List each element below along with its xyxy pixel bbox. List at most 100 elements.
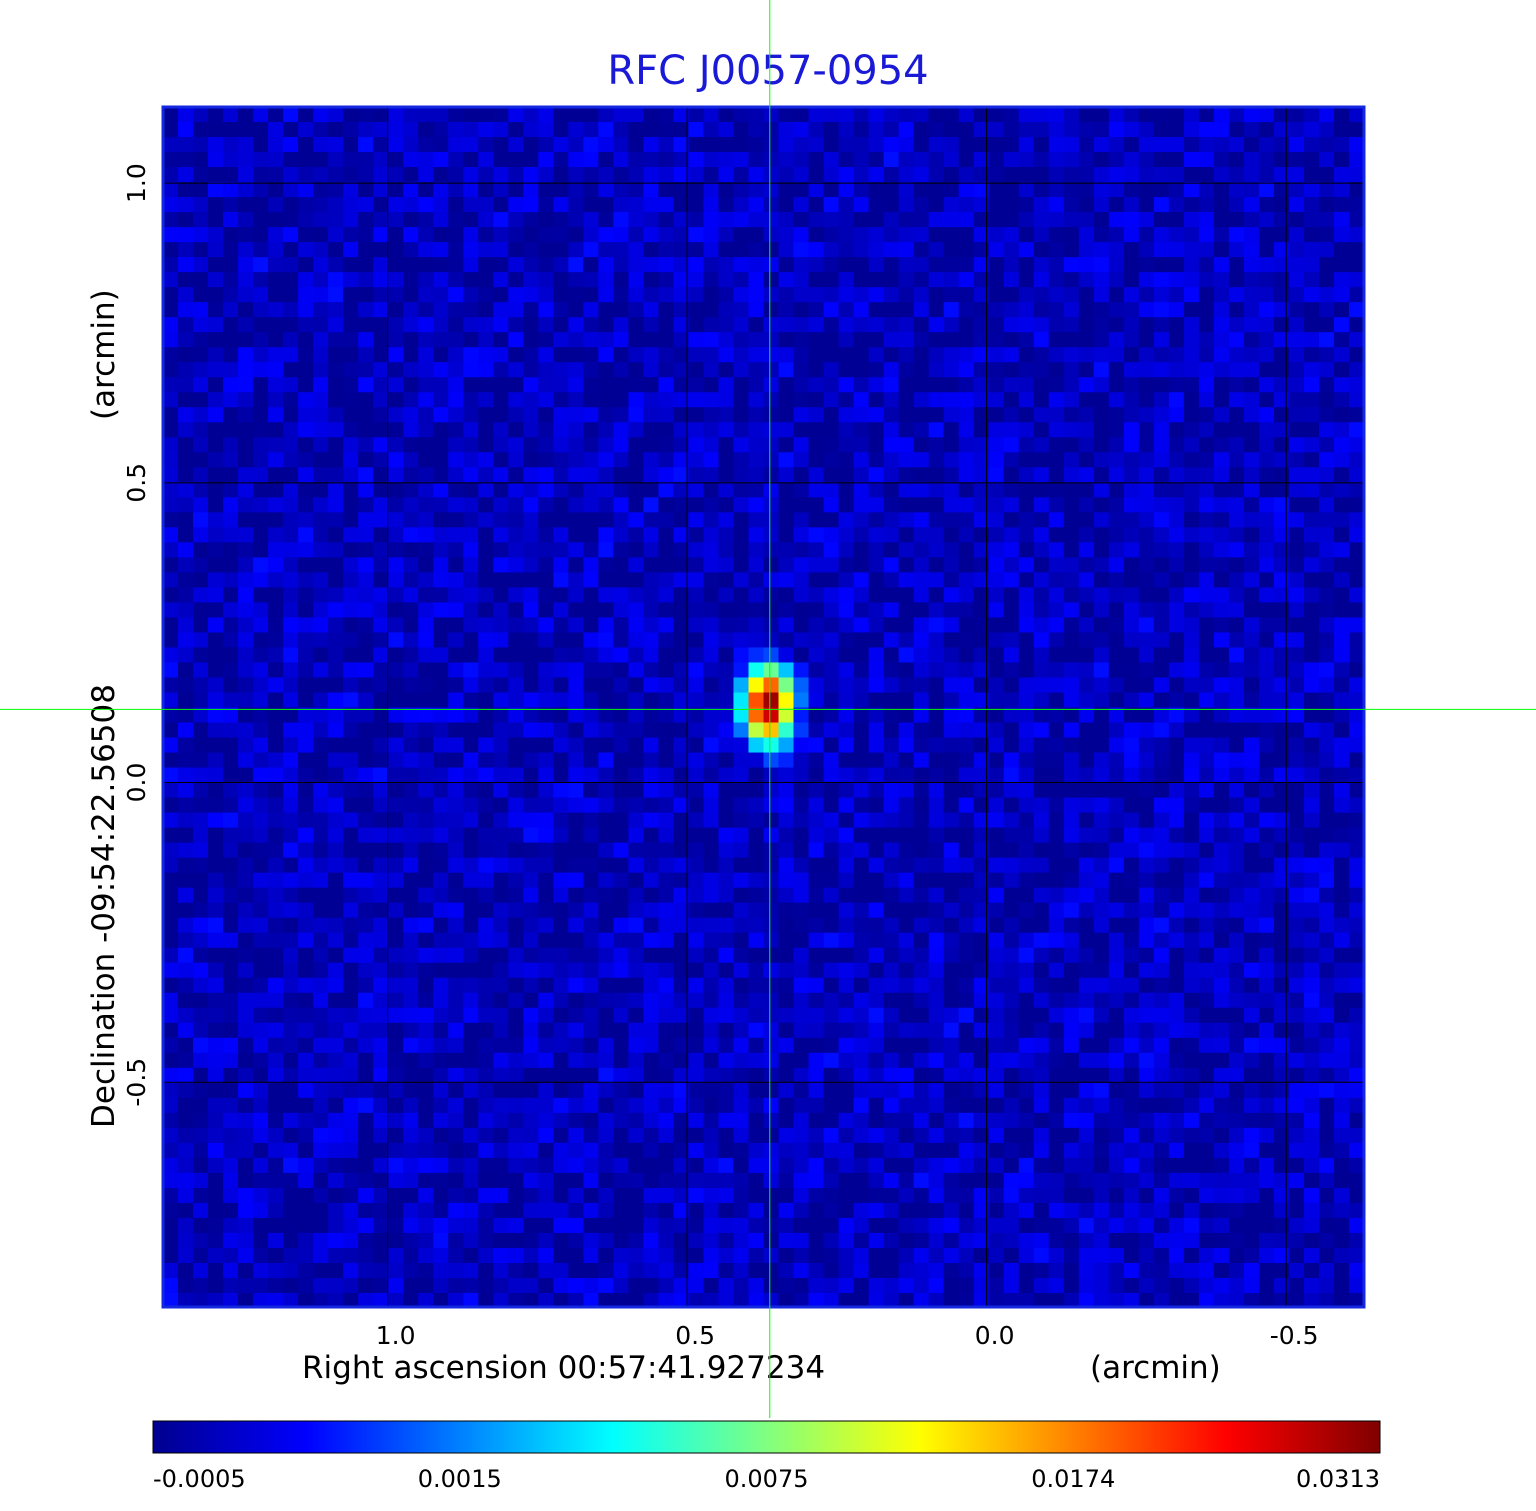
- map-pixel: [538, 1037, 554, 1054]
- map-pixel: [1153, 302, 1170, 318]
- map-pixel: [1273, 572, 1290, 588]
- map-pixel: [373, 542, 389, 558]
- map-pixel: [583, 152, 599, 168]
- map-pixel: [973, 377, 990, 393]
- map-pixel: [868, 182, 885, 198]
- map-pixel: [598, 722, 614, 739]
- map-pixel: [418, 257, 434, 273]
- map-pixel: [1153, 902, 1170, 919]
- map-pixel: [1273, 827, 1290, 844]
- map-pixel: [1213, 617, 1230, 634]
- map-pixel: [343, 752, 359, 769]
- map-pixel: [943, 842, 960, 859]
- map-pixel: [763, 167, 780, 183]
- map-pixel: [298, 197, 314, 213]
- map-pixel: [343, 722, 359, 739]
- map-pixel: [883, 917, 900, 934]
- map-pixel: [703, 332, 720, 348]
- map-pixel: [523, 362, 539, 378]
- map-pixel: [1288, 632, 1305, 649]
- map-pixel: [1348, 122, 1364, 138]
- map-pixel: [1153, 677, 1170, 694]
- map-pixel: [328, 542, 344, 558]
- map-pixel: [508, 692, 524, 709]
- map-pixel: [658, 152, 675, 168]
- map-pixel: [403, 272, 419, 288]
- map-pixel: [1318, 167, 1335, 183]
- map-pixel: [343, 212, 359, 228]
- map-pixel: [568, 107, 584, 123]
- map-pixel: [793, 992, 810, 1009]
- map-pixel: [373, 212, 389, 228]
- map-pixel: [673, 242, 690, 258]
- map-pixel: [1258, 167, 1275, 183]
- map-pixel: [748, 827, 765, 844]
- map-pixel: [1183, 587, 1200, 604]
- map-pixel: [1243, 707, 1260, 724]
- map-pixel: [1318, 707, 1335, 724]
- map-pixel: [1123, 587, 1140, 604]
- map-pixel: [1168, 947, 1185, 964]
- map-pixel: [613, 782, 629, 799]
- map-pixel: [538, 587, 554, 604]
- map-pixel: [1003, 287, 1020, 303]
- map-pixel: [253, 632, 269, 649]
- map-pixel: [478, 587, 494, 604]
- map-pixel: [988, 497, 1005, 513]
- map-pixel: [598, 362, 614, 378]
- map-pixel: [1063, 737, 1080, 754]
- map-pixel: [1213, 287, 1230, 303]
- map-pixel: [1063, 302, 1080, 318]
- map-pixel: [208, 317, 224, 333]
- map-pixel: [208, 827, 224, 844]
- map-pixel: [1318, 782, 1335, 799]
- map-pixel: [1108, 347, 1125, 363]
- map-pixel: [1048, 407, 1065, 423]
- map-pixel: [1153, 962, 1170, 979]
- map-pixel: [508, 542, 524, 558]
- map-pixel: [733, 812, 750, 829]
- map-pixel: [988, 152, 1005, 168]
- map-pixel: [763, 512, 780, 528]
- map-pixel: [1303, 167, 1320, 183]
- map-pixel: [958, 677, 975, 694]
- map-pixel: [283, 512, 299, 528]
- map-pixel: [508, 932, 524, 949]
- map-pixel: [598, 347, 614, 363]
- map-pixel: [553, 857, 569, 874]
- map-pixel: [913, 362, 930, 378]
- map-pixel: [1288, 452, 1305, 468]
- map-pixel: [1318, 617, 1335, 634]
- map-pixel: [1003, 482, 1020, 498]
- map-pixel: [508, 497, 524, 513]
- map-pixel: [433, 197, 449, 213]
- map-pixel: [283, 482, 299, 498]
- map-pixel: [1108, 1007, 1125, 1024]
- map-pixel: [178, 1007, 194, 1024]
- map-pixel: [583, 917, 599, 934]
- map-pixel: [358, 917, 374, 934]
- map-pixel: [853, 107, 870, 123]
- map-pixel: [673, 347, 690, 363]
- map-pixel: [178, 932, 194, 949]
- map-pixel: [718, 902, 735, 919]
- map-pixel: [358, 182, 374, 198]
- map-pixel: [868, 482, 885, 498]
- map-pixel: [298, 407, 314, 423]
- map-pixel: [538, 302, 554, 318]
- map-pixel: [403, 482, 419, 498]
- map-pixel: [838, 842, 855, 859]
- map-pixel: [163, 437, 179, 453]
- map-pixel: [838, 332, 855, 348]
- map-pixel: [583, 977, 599, 994]
- map-pixel: [973, 287, 990, 303]
- map-pixel: [223, 632, 239, 649]
- map-pixel: [598, 482, 614, 498]
- map-pixel: [673, 872, 690, 889]
- map-pixel: [403, 632, 419, 649]
- map-pixel: [1303, 827, 1320, 844]
- map-pixel: [313, 152, 329, 168]
- map-pixel: [958, 152, 975, 168]
- map-pixel: [643, 647, 660, 664]
- map-pixel: [283, 137, 299, 153]
